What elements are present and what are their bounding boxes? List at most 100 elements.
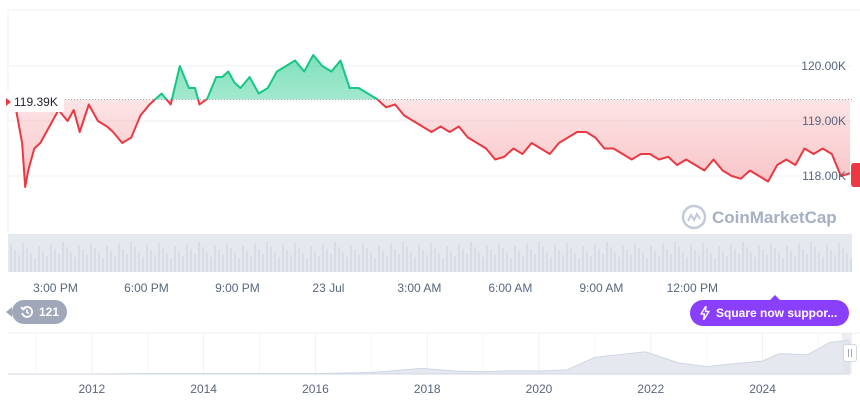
- x-tick-label: 12:00 PM: [667, 281, 718, 295]
- x-axis: 3:00 PM 6:00 PM 9:00 PM 23 Jul 3:00 AM 6:00 A…: [33, 281, 718, 295]
- volume-bar: [206, 252, 208, 272]
- volume-bar: [794, 256, 796, 272]
- volume-bar: [54, 249, 56, 272]
- volume-bar: [46, 256, 48, 272]
- volume-bar: [118, 244, 120, 272]
- volume-bar: [714, 258, 716, 272]
- volume-bar: [150, 250, 152, 272]
- volume-bar: [326, 249, 328, 272]
- volume-bar: [834, 255, 836, 272]
- volume-bar: [774, 248, 776, 272]
- y-tick-label: 120.00K: [801, 59, 846, 73]
- volume-bar: [474, 247, 476, 272]
- volume-bar: [610, 247, 612, 272]
- volume-bar: [642, 253, 644, 272]
- volume-bar: [822, 257, 824, 272]
- volume-bar: [782, 258, 784, 272]
- volume-bar: [102, 258, 104, 272]
- volume-bar: [86, 255, 88, 272]
- volume-bar: [542, 247, 544, 272]
- volume-bar: [810, 242, 812, 272]
- navigator-tick-label: 2020: [526, 382, 553, 396]
- navigator-x-axis: 2012 2014 2016 2018 2020 2022 2024: [78, 382, 776, 396]
- volume-bar: [654, 251, 656, 272]
- volume-bar: [522, 256, 524, 272]
- volume-bar: [438, 253, 440, 272]
- volume-bar: [322, 244, 324, 272]
- volume-bar: [734, 249, 736, 272]
- volume-bar: [662, 244, 664, 272]
- volume-bar: [466, 254, 468, 272]
- volume-bar: [298, 248, 300, 272]
- navigator-handle[interactable]: [843, 344, 857, 362]
- history-icon: [20, 306, 33, 318]
- navigator-tick-label: 2022: [637, 382, 664, 396]
- volume-bar: [770, 243, 772, 272]
- volume-bar: [550, 257, 552, 272]
- volume-bar: [710, 253, 712, 272]
- volume-bar: [66, 247, 68, 272]
- volume-bar: [22, 243, 24, 272]
- volume-bar: [818, 252, 820, 272]
- volume-bar: [130, 242, 132, 272]
- volume-bar: [138, 252, 140, 272]
- volume-bar: [170, 258, 172, 272]
- volume-bar: [110, 251, 112, 272]
- volume-bar: [754, 257, 756, 272]
- history-badge[interactable]: 121: [6, 300, 68, 324]
- volume-bar: [826, 245, 828, 272]
- volume-bar: [38, 246, 40, 272]
- volume-bar: [686, 257, 688, 272]
- volume-bar: [622, 245, 624, 272]
- volume-bar: [674, 242, 676, 272]
- volume-bar: [534, 254, 536, 272]
- volume-bar: [210, 257, 212, 272]
- navigator[interactable]: 2012 2014 2016 2018 2020 2022 2024: [8, 332, 860, 396]
- coinmarketcap-logo-icon: [681, 204, 707, 230]
- volume-bar: [402, 242, 404, 272]
- volume-bar: [518, 251, 520, 272]
- volume-bar: [802, 249, 804, 272]
- volume-bar: [122, 249, 124, 272]
- volume-bar: [250, 256, 252, 272]
- volume-bar: [234, 253, 236, 272]
- volume-bar: [722, 251, 724, 272]
- volume-bar: [186, 244, 188, 272]
- volume-bar: [618, 257, 620, 272]
- volume-bar: [142, 257, 144, 272]
- area-fills: [10, 55, 850, 187]
- announcement-pill[interactable]: Square now suppor...: [690, 295, 850, 326]
- volume-bar: [106, 246, 108, 272]
- area-below-reference: [10, 99, 850, 187]
- volume-bar: [814, 247, 816, 272]
- volume-bar: [270, 247, 272, 272]
- announcement-text: Square now suppor...: [716, 306, 838, 320]
- volume-bar: [374, 258, 376, 272]
- volume-bar: [394, 249, 396, 272]
- volume-bar: [526, 244, 528, 272]
- volume-bar: [34, 258, 36, 272]
- volume-bar: [462, 249, 464, 272]
- volume-bar: [598, 249, 600, 272]
- volume-bar: [486, 245, 488, 272]
- volume-bar: [214, 245, 216, 272]
- volume-bar: [446, 246, 448, 272]
- volume-bar: [502, 248, 504, 272]
- volume-bar: [730, 244, 732, 272]
- volume-bar: [262, 254, 264, 272]
- volume-bar: [530, 249, 532, 272]
- volume-bar: [258, 249, 260, 272]
- volume-bar: [174, 246, 176, 272]
- volume-bar: [78, 245, 80, 272]
- y-tick-label: 118.00K: [802, 169, 846, 183]
- volume-bar: [682, 252, 684, 272]
- volume-bar: [226, 243, 228, 272]
- x-tick-label: 9:00 AM: [579, 281, 623, 295]
- volume-bar: [290, 255, 292, 272]
- area-above-reference: [10, 55, 850, 100]
- volume-bar: [506, 253, 508, 272]
- volume-bar: [726, 256, 728, 272]
- volume-bar: [342, 252, 344, 272]
- volume-bar: [582, 246, 584, 272]
